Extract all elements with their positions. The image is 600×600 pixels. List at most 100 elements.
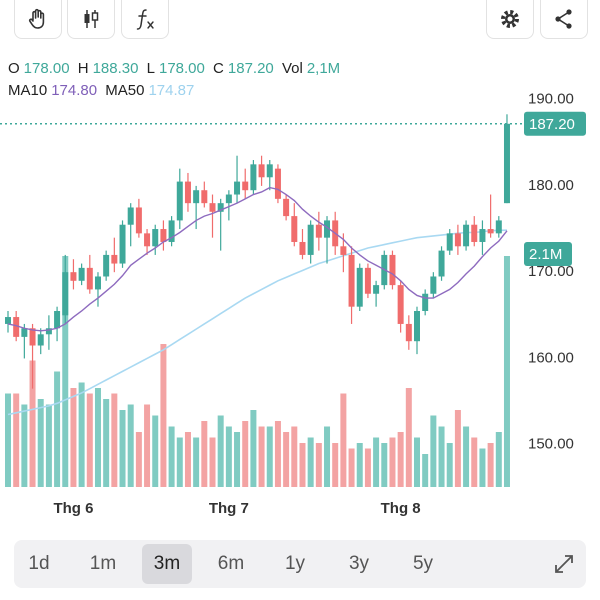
indicator-button[interactable] [121, 0, 169, 39]
x-tick-label: Thg 6 [53, 500, 93, 517]
candle-body [5, 317, 11, 324]
hand-icon [28, 8, 45, 29]
candle-body [103, 254, 110, 277]
last-volume-label: 2.1M [529, 246, 562, 263]
volume-bar [446, 443, 453, 487]
ohlc-row: O 178.00 H 188.30 L 178.00 C 187.20 Vol 2,1M [8, 60, 344, 77]
candle-body [389, 254, 396, 286]
gear-icon [501, 10, 519, 28]
settings-button[interactable] [486, 0, 534, 39]
hand-tool-button[interactable] [14, 0, 62, 39]
candle-body [454, 233, 461, 247]
volume-bar [471, 437, 478, 487]
volume-bar [307, 437, 314, 487]
range-button[interactable]: 3y [348, 553, 370, 574]
volume-bar [45, 404, 52, 487]
volume-bar [503, 256, 510, 487]
candle-body [324, 220, 331, 238]
ma10-value: 174.80 [51, 82, 98, 99]
expand-icon [555, 555, 573, 573]
volume-bar [364, 448, 371, 487]
candle-type-button[interactable] [67, 0, 115, 39]
candle-body [160, 229, 167, 242]
volume-bar [381, 443, 388, 487]
candle-body [70, 272, 77, 281]
last-volume-box [524, 242, 572, 266]
volume-bar [332, 443, 339, 487]
candle-body [373, 285, 380, 294]
candle-body [184, 181, 191, 204]
volume-bar [54, 371, 61, 487]
volume-bar [315, 443, 322, 487]
candle-body [144, 233, 151, 247]
ma-row: MA10 174.80 MA50 174.87 [8, 82, 198, 99]
candle-body [364, 267, 371, 294]
close-label: C [213, 60, 224, 77]
x-tick-label: Thg 8 [381, 500, 421, 517]
candle-body [405, 323, 412, 342]
candle-body [127, 207, 134, 225]
candle-body [414, 311, 420, 342]
volume-bar [29, 360, 36, 487]
volume-bar [389, 437, 396, 487]
volume-bar [127, 404, 134, 487]
candle-body [487, 229, 494, 234]
range-button[interactable]: 3m [142, 544, 192, 584]
volume-bar [5, 393, 11, 487]
volume-bar [209, 437, 216, 487]
candle-body [315, 224, 322, 238]
range-selector: 1d 1m 3m 6m 1y 3y 5y [14, 540, 586, 588]
high-value: 188.30 [92, 60, 139, 77]
volume-bar [94, 388, 101, 487]
volume-bar [168, 426, 175, 487]
y-tick-label: 180.00 [528, 177, 574, 194]
candle-body [78, 267, 85, 281]
share-button[interactable] [540, 0, 588, 39]
candle-body [119, 224, 126, 264]
ma50-label: MA50 [105, 82, 145, 99]
candle-body [234, 181, 241, 195]
last-price-label: 187.20 [529, 116, 575, 133]
candle-body [463, 224, 470, 247]
expand-button[interactable] [552, 552, 576, 576]
volume-bar [324, 426, 331, 487]
candle-body [62, 272, 69, 316]
candle-body [479, 229, 486, 242]
close-value: 187.20 [227, 60, 274, 77]
candle-body [176, 181, 183, 221]
candle-body [135, 207, 142, 234]
range-button[interactable]: 5y [412, 553, 434, 574]
range-button[interactable]: 1d [28, 553, 50, 574]
volume-bar [487, 443, 494, 487]
volume-bar [414, 437, 420, 487]
volume-bar [479, 448, 486, 487]
volume-bar [266, 426, 273, 487]
ma10-label: MA10 [8, 82, 48, 99]
volume-bar [274, 421, 281, 487]
volume-bar [291, 426, 298, 487]
volume-bar [86, 393, 93, 487]
volume-bar [283, 432, 290, 487]
range-button[interactable]: 6m [217, 553, 245, 574]
candle-body [258, 164, 265, 178]
candle-body [340, 246, 347, 255]
volume-bar [373, 437, 380, 487]
volume-bar [242, 421, 249, 487]
candle-body [209, 203, 216, 212]
volume-bar [184, 432, 191, 487]
volume-bar [348, 448, 355, 487]
candle-body [438, 250, 445, 277]
candle-body [274, 168, 281, 199]
candle-body [54, 311, 61, 329]
candle-body [422, 293, 429, 311]
volume-bar [405, 388, 412, 487]
volume-bar [234, 432, 241, 487]
candle-body [37, 334, 44, 346]
candle-body [13, 317, 20, 337]
range-button[interactable]: 1y [284, 553, 306, 574]
candle-body [356, 267, 363, 307]
candle-body [283, 198, 290, 217]
volume-bar [422, 454, 429, 487]
range-button[interactable]: 1m [89, 553, 117, 574]
volume-bar [495, 432, 502, 487]
